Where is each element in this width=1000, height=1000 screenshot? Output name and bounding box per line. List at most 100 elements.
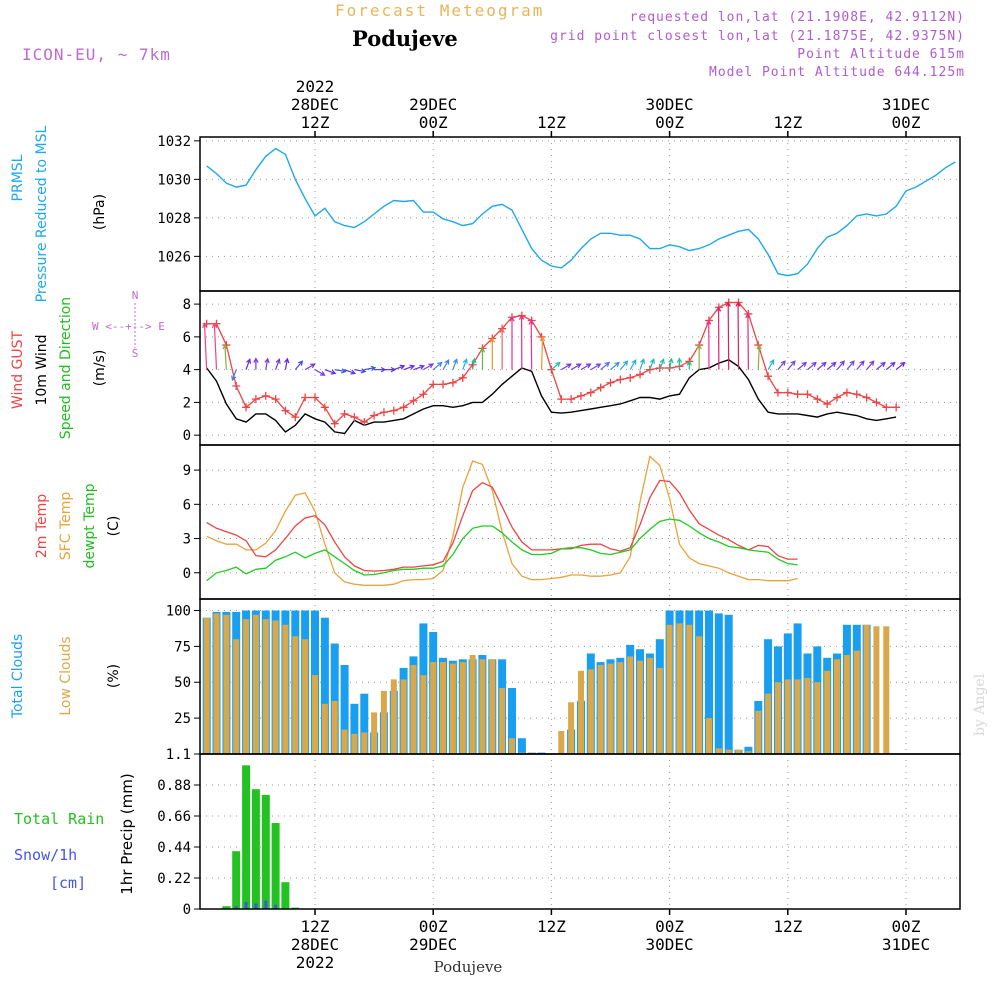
temp-unit: (C) xyxy=(106,516,122,537)
wind-arrow-head xyxy=(409,364,416,370)
low-cloud-bar xyxy=(400,679,407,754)
low-cloud-bar xyxy=(380,690,387,754)
low-cloud-bar xyxy=(262,619,269,754)
low-cloud-bar xyxy=(666,624,673,754)
low-cloud-bar xyxy=(814,682,821,754)
wind-arrow-head xyxy=(839,360,845,366)
total-cloud-bar xyxy=(330,643,339,754)
low-cloud-bar xyxy=(282,624,289,754)
location-title: Podujeve xyxy=(352,26,458,51)
time-label-top: 00Z xyxy=(655,113,684,132)
wind-arrow-shaft xyxy=(314,369,325,376)
wind-arrow xyxy=(344,369,357,375)
dewpt-temp-label: dewpt Temp xyxy=(82,483,98,568)
gust-marker xyxy=(586,388,595,397)
wind-arrow-head xyxy=(649,358,655,364)
time-label-bottom: 12Z xyxy=(301,917,330,936)
gust-marker xyxy=(419,390,428,399)
total-cloud-bar xyxy=(340,665,349,754)
gust-marker xyxy=(242,403,251,412)
gust-marker xyxy=(764,372,773,381)
wind-arrow-head xyxy=(566,363,572,369)
grid-coords: grid point closest lon,lat (21.1875E, 42… xyxy=(550,29,965,44)
wind-arrow xyxy=(570,363,582,371)
low-cloud-bar xyxy=(243,619,250,754)
y-tick-label: 75 xyxy=(174,639,191,655)
time-label-top: 31DEC xyxy=(882,95,930,114)
wind-arrow-head xyxy=(489,337,495,343)
precip-axis-label: 1hr Precip (mm) xyxy=(118,773,136,894)
time-label-bottom: 00Z xyxy=(655,917,684,936)
low-cloud-bar xyxy=(765,693,772,754)
wind-arrow-head xyxy=(676,357,683,363)
watermark-text: by Angel xyxy=(972,673,988,736)
low-cloud-bar xyxy=(735,749,742,754)
wind-arrow-shaft xyxy=(265,358,269,370)
wind-arrow xyxy=(393,364,406,371)
snow-label: Snow/1h xyxy=(14,846,77,864)
compass-label: W <--+--> E xyxy=(92,320,165,333)
wind-arrow xyxy=(253,357,259,370)
wind-arrow-head xyxy=(528,319,534,325)
wind-arrow-shaft xyxy=(344,369,356,374)
wind-arrow-head xyxy=(297,360,304,366)
gust-marker xyxy=(379,408,388,417)
gust-marker xyxy=(281,406,290,415)
y-tick-label: 6 xyxy=(183,330,191,346)
gust-marker xyxy=(576,391,585,400)
wind-arrow-head xyxy=(869,360,875,366)
wind-arrow-head xyxy=(706,319,712,325)
low-cloud-bar xyxy=(775,682,781,754)
low-cloud-bar xyxy=(843,655,850,754)
wind-arrow xyxy=(590,363,602,371)
time-label-bottom: 29DEC xyxy=(409,935,457,954)
low-cloud-bar xyxy=(479,659,486,754)
gust-marker xyxy=(636,370,645,379)
wind-arrow-shaft xyxy=(560,363,572,371)
wind-arrow xyxy=(528,319,534,370)
time-label-bottom: 12Z xyxy=(773,917,802,936)
low-cloud-bar xyxy=(351,733,358,754)
wind-arrow-shaft xyxy=(885,362,896,371)
panel-frame xyxy=(199,290,961,446)
time-label-top: 00Z xyxy=(892,113,921,132)
total-cloud-bar xyxy=(714,613,723,754)
low-cloud-bar xyxy=(430,662,437,754)
low-cloud-bar xyxy=(390,679,397,754)
wind-arrow-head xyxy=(444,359,450,365)
wind-arrow-head xyxy=(640,358,646,364)
wind-arrow xyxy=(777,360,786,371)
sfc-temp-label: SFC Temp xyxy=(58,492,74,561)
low-cloud-bar xyxy=(686,624,693,754)
wind-arrow-shaft xyxy=(551,362,561,371)
wind-arrow xyxy=(639,358,646,370)
wind-arrow xyxy=(334,368,347,374)
time-label-bottom: 00Z xyxy=(419,917,448,936)
wind-arrow xyxy=(787,360,796,371)
wind-arrow-shaft xyxy=(354,369,366,373)
y-tick-label: 1030 xyxy=(157,172,191,188)
wind-arrow-shaft xyxy=(590,363,601,371)
wind-arrow-head xyxy=(769,359,775,365)
gust-marker xyxy=(458,373,467,382)
gust-marker xyxy=(409,396,418,405)
wind-arrow-shaft xyxy=(629,359,637,370)
gust-marker xyxy=(862,393,871,402)
gust-marker xyxy=(271,395,280,404)
gust-marker xyxy=(803,390,812,399)
rain-bar xyxy=(281,882,290,909)
gust-marker xyxy=(360,418,369,427)
wind-arrow-head xyxy=(811,361,817,367)
wind-arrow xyxy=(383,366,397,373)
total-cloud-bar xyxy=(517,738,526,754)
wind-arrow xyxy=(264,357,270,370)
sfc-temp-line xyxy=(206,455,798,586)
wind-arrow-shaft xyxy=(610,362,620,371)
wind-arrow-head xyxy=(880,361,886,367)
cloud-bars xyxy=(202,610,890,754)
total-cloud-bar xyxy=(724,614,733,754)
pressure-line xyxy=(206,147,956,277)
wind-arrow-head xyxy=(370,365,377,372)
snow-bar xyxy=(234,906,238,909)
